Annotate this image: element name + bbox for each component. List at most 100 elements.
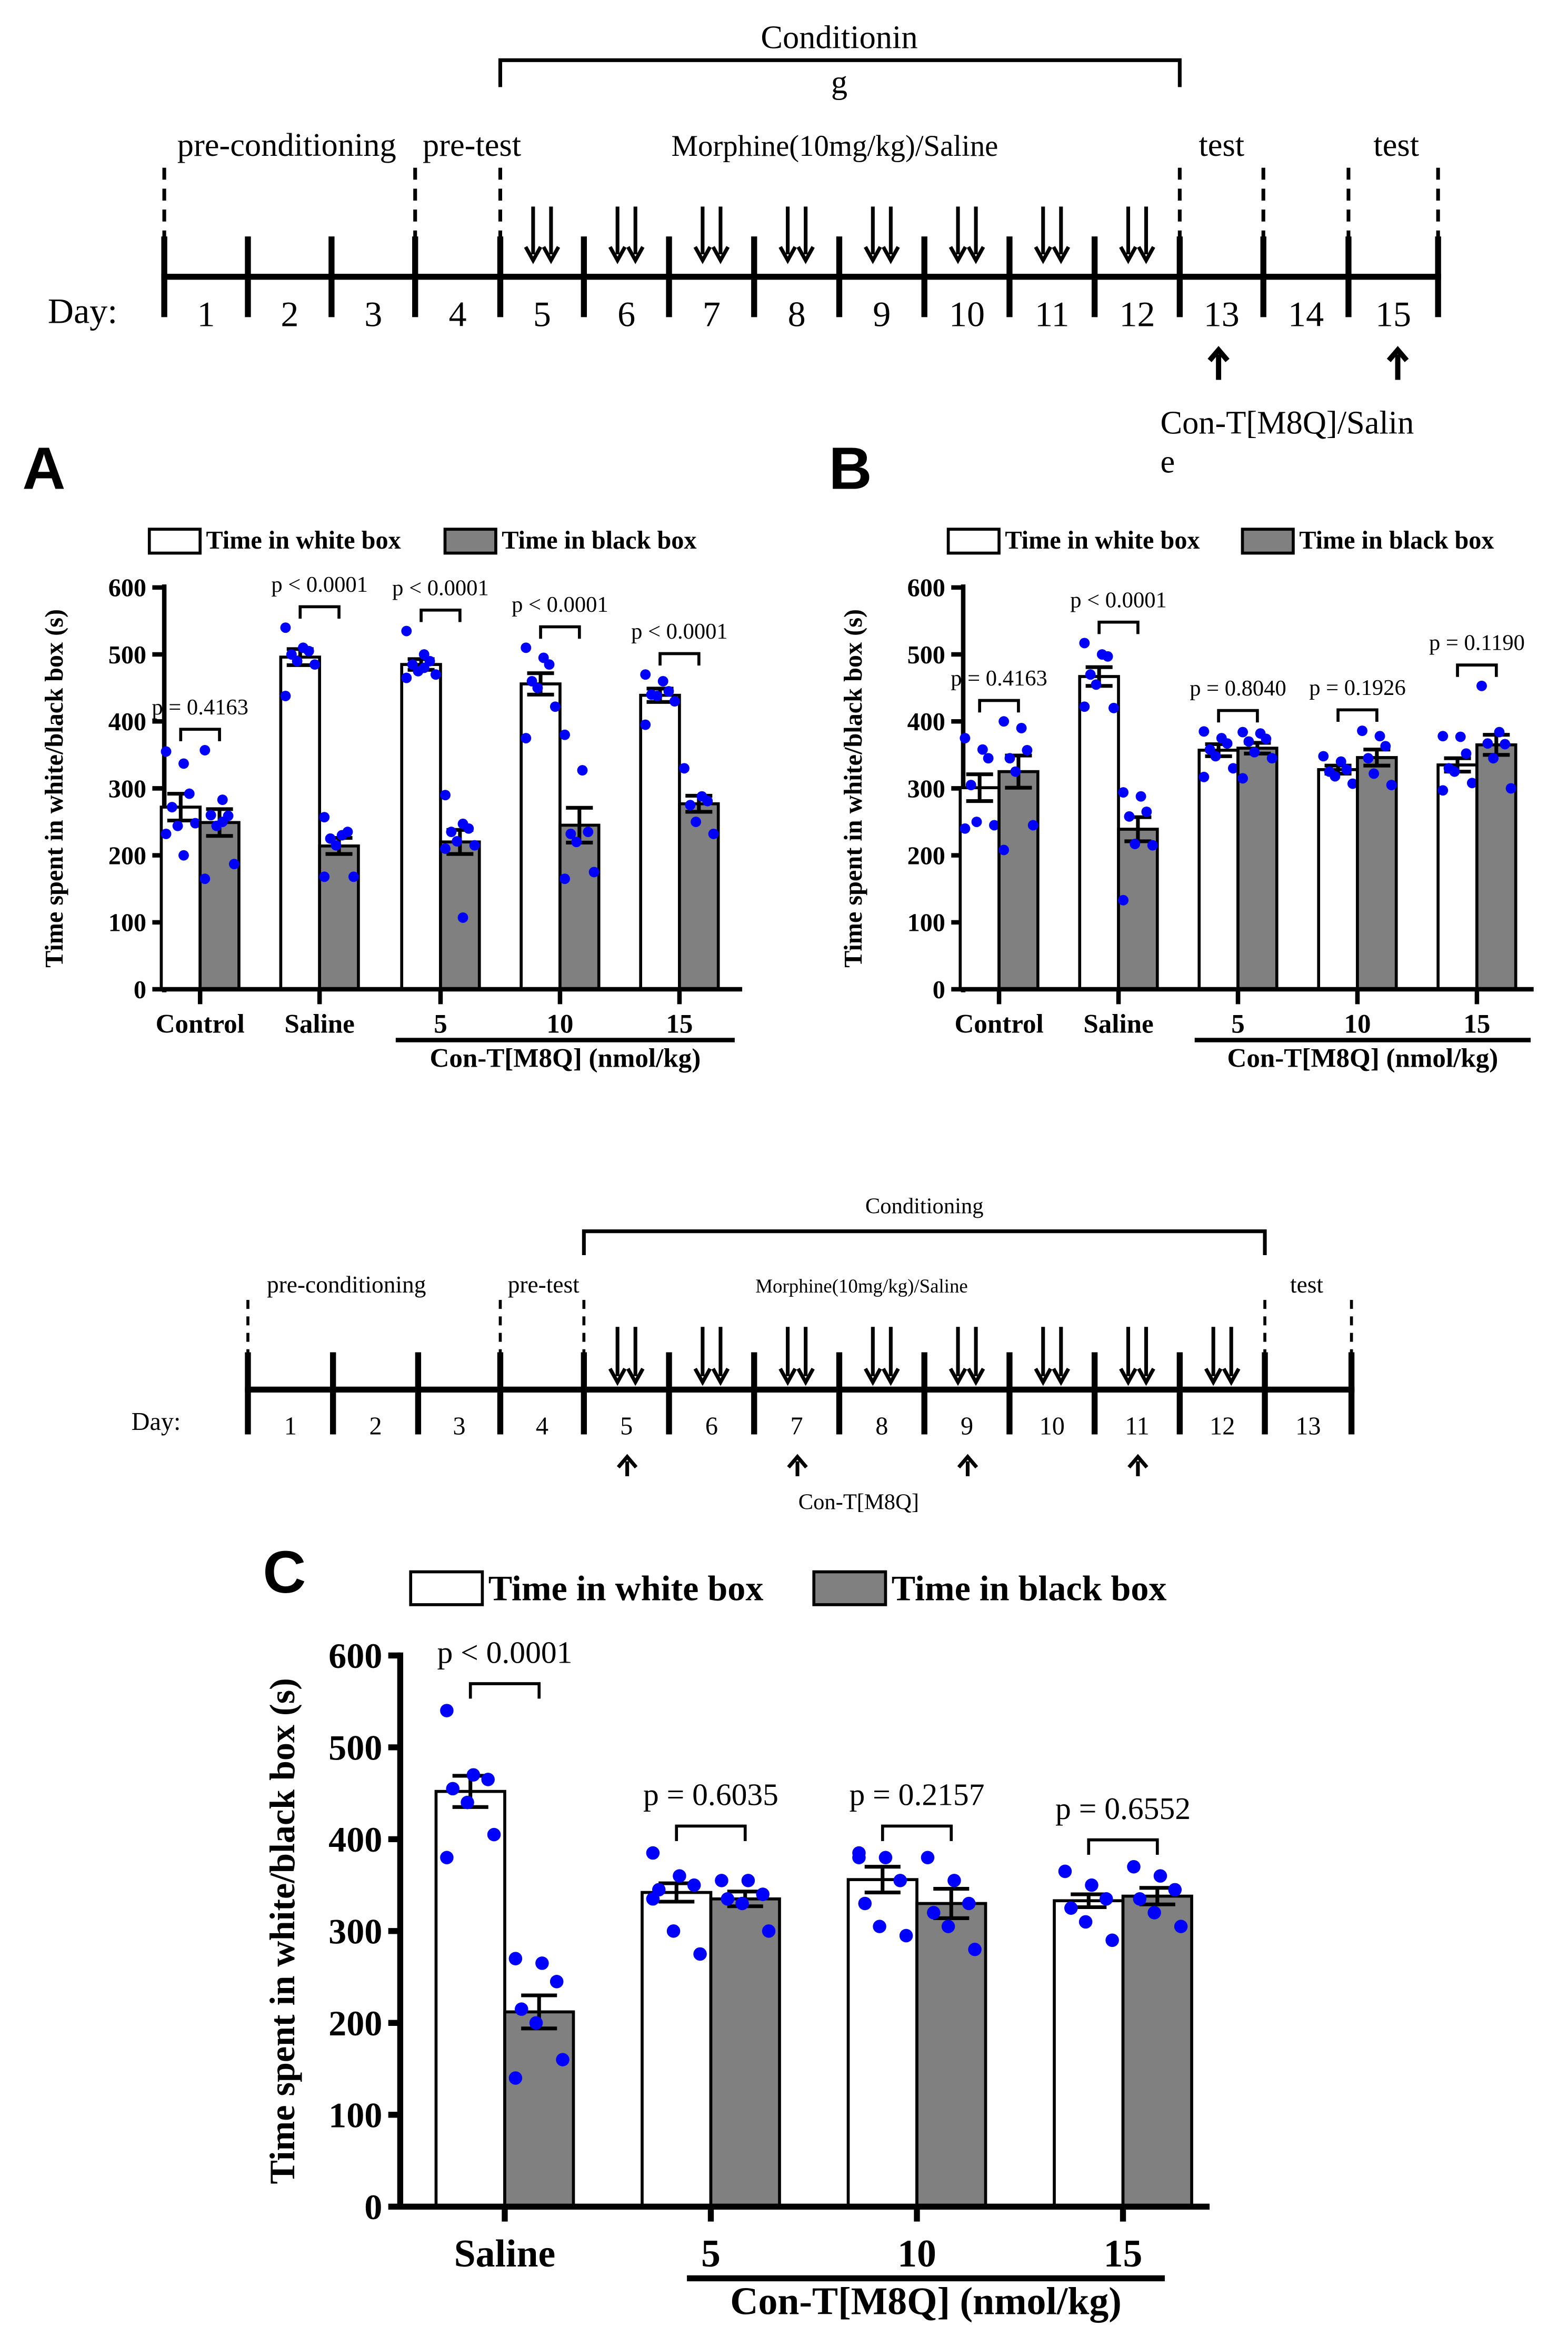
legend-swatch-white <box>147 528 202 555</box>
treatment-arrow-icon-head <box>1386 346 1409 362</box>
day-number: 7 <box>703 294 721 334</box>
data-point <box>873 1920 886 1933</box>
significance-bracket <box>1456 663 1498 677</box>
panel-label: A <box>23 435 66 502</box>
data-point <box>1091 679 1102 690</box>
data-point <box>348 871 359 882</box>
data-point <box>303 645 314 657</box>
chart-panel-c: C Time in white box Time in black box 0 100 2… <box>262 1539 1210 2323</box>
bar-black-box <box>318 844 360 991</box>
data-point <box>532 682 543 693</box>
p-value-label: p < 0.0001 <box>271 572 368 597</box>
treatment-arrow-icon-head <box>1127 1454 1148 1469</box>
data-point <box>893 1874 907 1887</box>
data-point <box>514 2002 528 2016</box>
legend-swatch-black <box>1241 528 1295 555</box>
data-point <box>1505 783 1516 794</box>
day-number: 1 <box>284 1413 297 1440</box>
panel-label: C <box>263 1539 306 1606</box>
injection-arrow-icon-head <box>882 246 900 264</box>
day-number: 13 <box>1204 294 1240 334</box>
y-axis-label: Time spent in white/black box (s) <box>41 609 68 968</box>
data-point <box>657 675 668 687</box>
day-number: 2 <box>369 1413 382 1440</box>
data-point <box>679 763 690 774</box>
data-point <box>702 796 713 807</box>
significance-bracket <box>1087 1838 1159 1855</box>
y-tick-label: 0 <box>364 2187 382 2227</box>
data-point <box>1341 764 1352 775</box>
phase-label: pre-conditioning <box>177 127 396 163</box>
data-point <box>280 690 291 701</box>
x-category-label: 15 <box>666 1009 693 1039</box>
p-value-label: p = 0.8040 <box>1190 676 1286 701</box>
bar-white-box <box>641 1891 713 2209</box>
p-value-label: p = 0.1190 <box>1429 631 1525 655</box>
data-point <box>430 669 441 680</box>
legend-swatch-black <box>443 528 497 555</box>
injection-arrow-icon-head <box>693 1367 712 1386</box>
data-point <box>1127 1860 1141 1874</box>
data-point <box>878 1851 893 1865</box>
x-category-label: 10 <box>1344 1009 1371 1039</box>
data-point <box>521 642 532 653</box>
data-point <box>1130 839 1141 849</box>
data-point <box>199 873 211 884</box>
data-point <box>646 1846 660 1860</box>
injection-arrow-icon-head <box>1137 246 1155 264</box>
x-category-label: 5 <box>701 2232 721 2275</box>
injection-arrow-icon-head <box>524 246 543 264</box>
x-category-label: Control <box>954 1009 1043 1039</box>
data-point <box>401 625 412 637</box>
data-point <box>989 820 1000 831</box>
data-point <box>960 823 971 834</box>
significance-bracket <box>675 1824 747 1841</box>
data-point <box>708 829 719 839</box>
timeline-2: Conditioning pre-conditioning pre-test Morp… <box>132 1194 1355 1514</box>
phase-label: Morphine(10mg/kg)/Saline <box>672 130 998 163</box>
data-point <box>466 1768 481 1782</box>
y-tick-label: 600 <box>108 574 146 602</box>
injection-arrow-icon-head <box>626 246 645 264</box>
data-point <box>1135 791 1146 802</box>
injection-arrow-icon-head <box>1119 1367 1137 1386</box>
data-point <box>535 1956 549 1970</box>
y-tick-label: 600 <box>328 1636 382 1676</box>
p-value-label: p < 0.0001 <box>437 1635 572 1669</box>
data-point <box>446 827 457 838</box>
data-point <box>1249 747 1260 758</box>
p-value-label: p = 0.6552 <box>1055 1791 1191 1826</box>
data-point <box>1102 651 1113 662</box>
data-point <box>652 690 663 701</box>
data-point <box>1141 807 1152 817</box>
data-point <box>1085 1878 1098 1892</box>
data-point <box>1357 725 1367 736</box>
injection-arrow-icon-head <box>778 246 797 264</box>
bar-white-box <box>1317 768 1359 991</box>
data-point <box>1227 763 1239 774</box>
data-point <box>721 1892 735 1906</box>
day-number: 5 <box>533 294 551 334</box>
bar-white-box <box>639 693 681 991</box>
data-point <box>571 837 582 848</box>
x-category-label: 15 <box>1104 2232 1143 2275</box>
phase-label: test <box>1199 127 1244 163</box>
conditioning-label-wrap: g <box>831 64 847 101</box>
treatment-arrow-icon-head <box>616 1454 638 1469</box>
y-tick-label: 500 <box>907 641 945 669</box>
phase-label: pre-conditioning <box>267 1271 426 1298</box>
data-point <box>1369 768 1380 779</box>
data-point <box>560 729 570 740</box>
data-point <box>977 744 988 755</box>
group-label: Con-T[M8Q] (nmol/kg) <box>430 1043 701 1073</box>
injection-arrow-icon-head <box>1052 1367 1071 1386</box>
data-point <box>921 1851 935 1865</box>
panel-label: B <box>829 435 872 502</box>
data-point <box>319 812 330 823</box>
treatment-arrow-icon-head <box>787 1454 808 1469</box>
x-category-label: Control <box>156 1009 245 1039</box>
data-point <box>190 818 201 829</box>
significance-bracket <box>658 652 701 666</box>
data-point <box>741 1874 755 1887</box>
day-number: 10 <box>1040 1413 1065 1440</box>
